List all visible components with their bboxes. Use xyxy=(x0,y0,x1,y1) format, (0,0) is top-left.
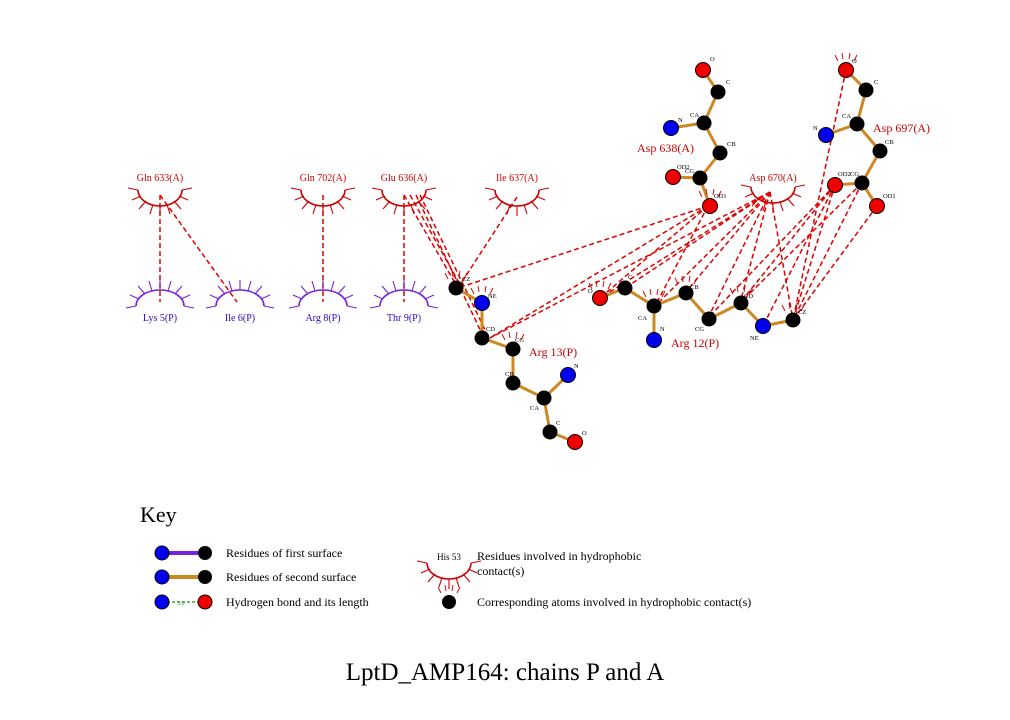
svg-text:C: C xyxy=(874,79,878,86)
svg-text:NE: NE xyxy=(488,293,497,300)
residue-label: Arg 12(P) xyxy=(671,336,719,350)
svg-text:N: N xyxy=(574,363,579,370)
svg-text:CG: CG xyxy=(685,168,694,175)
svg-text:CB: CB xyxy=(690,284,699,291)
svg-text:CG: CG xyxy=(695,326,704,333)
residue-label: Arg 13(P) xyxy=(529,345,577,359)
residue-label: Arg 8(P) xyxy=(305,313,340,324)
residue-thr9: Thr 9(P) xyxy=(369,279,439,324)
svg-text:NE: NE xyxy=(750,335,759,342)
svg-text:CA: CA xyxy=(638,315,647,322)
svg-text:O: O xyxy=(582,430,587,437)
hydrophobic-contact-lines xyxy=(159,69,878,339)
svg-text:Residues involved in hydrophob: Residues involved in hydrophobic xyxy=(477,549,641,563)
residue-label: Thr 9(P) xyxy=(387,313,421,324)
svg-text:CA: CA xyxy=(530,405,539,412)
key-hydrogen-bond: 3.0 Hydrogen bond and its length xyxy=(154,594,369,610)
svg-text:CB: CB xyxy=(885,139,894,146)
key-hydrophobic-residue: His 53 Residues involved in hydrophobic … xyxy=(416,549,641,590)
residue-label: Lys 5(P) xyxy=(143,313,177,324)
svg-text:O: O xyxy=(852,58,857,65)
key-second-surface: Residues of second surface xyxy=(154,569,356,585)
svg-text:C: C xyxy=(726,79,730,86)
residue-label: Asp 638(A) xyxy=(637,141,694,155)
residue-label: Gln 633(A) xyxy=(137,173,183,184)
svg-text:OD2: OD2 xyxy=(838,171,851,178)
residue-gln702: Gln 702(A) xyxy=(290,173,356,217)
residue-arg12: O C CA N CB CG CD NE CZ Arg 12(P) xyxy=(588,274,806,350)
svg-text:contact(s): contact(s) xyxy=(477,564,524,578)
svg-text:CD: CD xyxy=(486,326,495,333)
residue-label: Gln 702(A) xyxy=(300,173,346,184)
svg-text:Hydrogen bond and its length: Hydrogen bond and its length xyxy=(226,595,369,609)
key-first-surface: Residues of first surface xyxy=(154,545,342,561)
residue-label: Asp 670(A) xyxy=(749,173,797,184)
svg-text:O: O xyxy=(588,288,593,295)
residue-glu636: Glu 636(A) xyxy=(371,173,437,217)
residue-label: Ile 637(A) xyxy=(496,173,538,184)
key-heading: Key xyxy=(140,502,177,527)
residue-asp638: O C N CA CB OD2 CG OD1 Asp 638(A) xyxy=(637,56,736,214)
residue-lys5: Lys 5(P) xyxy=(125,279,195,324)
svg-text:CG: CG xyxy=(850,171,859,178)
svg-text:OD1: OD1 xyxy=(883,193,896,200)
svg-text:OD2: OD2 xyxy=(677,164,690,171)
svg-text:CZ: CZ xyxy=(462,276,470,283)
svg-text:CG: CG xyxy=(515,337,524,344)
svg-text:N: N xyxy=(678,117,683,124)
residue-asp697: O C N CA CB OD2 CG OD1 Asp 697(A) xyxy=(813,52,930,214)
svg-text:O: O xyxy=(710,56,715,63)
residue-arg13: CZ NE CD CG CB CA N C O Arg 13(P) xyxy=(444,270,587,450)
residue-asp670: Asp 670(A) xyxy=(740,173,806,214)
svg-text:N: N xyxy=(660,326,665,333)
key-legend: Key Residues of first surface Residues o… xyxy=(140,502,751,610)
svg-text:CA: CA xyxy=(842,113,851,120)
svg-text:OD1: OD1 xyxy=(714,193,727,200)
svg-text:CD: CD xyxy=(744,293,753,300)
svg-text:C: C xyxy=(556,420,560,427)
svg-text:Residues of first surface: Residues of first surface xyxy=(226,546,342,560)
residue-ile637: Ile 637(A) xyxy=(484,173,550,217)
svg-text:C: C xyxy=(628,274,632,281)
svg-text:His 53: His 53 xyxy=(437,552,461,562)
key-hydrophobic-atoms: Corresponding atoms involved in hydropho… xyxy=(437,584,751,609)
residue-ile6: Ile 6(P) xyxy=(205,279,275,324)
svg-text:CZ: CZ xyxy=(798,309,806,316)
svg-text:3.0: 3.0 xyxy=(177,601,185,607)
residue-label: Ile 6(P) xyxy=(225,313,255,324)
diagram-title: LptD_AMP164: chains P and A xyxy=(346,659,665,686)
svg-text:Residues of second surface: Residues of second surface xyxy=(226,570,356,584)
residue-label: Glu 636(A) xyxy=(381,173,427,184)
svg-text:N: N xyxy=(813,125,818,132)
svg-text:CB: CB xyxy=(505,371,514,378)
svg-text:Corresponding atoms involved i: Corresponding atoms involved in hydropho… xyxy=(477,595,751,609)
residue-gln633: Gln 633(A) xyxy=(127,173,193,217)
residue-label: Asp 697(A) xyxy=(873,121,930,135)
svg-text:CA: CA xyxy=(690,112,699,119)
svg-text:CB: CB xyxy=(727,141,736,148)
residue-arg8: Arg 8(P) xyxy=(288,279,358,324)
